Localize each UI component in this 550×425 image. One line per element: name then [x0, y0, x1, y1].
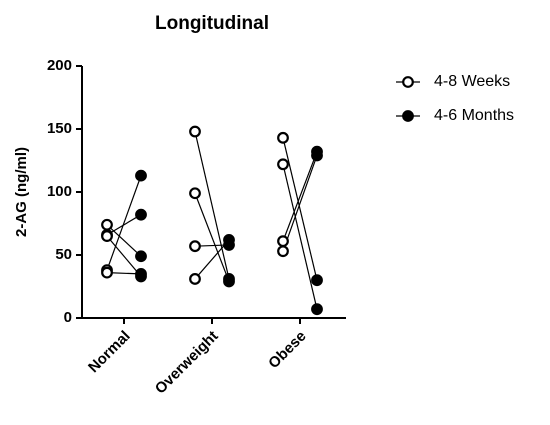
point	[277, 235, 289, 248]
pair-line	[282, 151, 318, 242]
point	[311, 274, 323, 287]
x-tick-label: Overweight	[152, 328, 222, 398]
point	[277, 158, 289, 171]
pair-line	[282, 155, 318, 252]
point	[101, 266, 113, 279]
pair-line	[194, 131, 230, 280]
pair-line	[106, 214, 142, 236]
point	[311, 303, 323, 316]
point	[223, 275, 235, 288]
y-tick-label: 150	[47, 120, 72, 137]
pair-line	[106, 224, 142, 257]
point	[101, 218, 113, 231]
point	[101, 230, 113, 243]
pair-line	[282, 164, 318, 310]
point	[135, 250, 147, 263]
pair-line	[194, 193, 230, 282]
point	[189, 187, 201, 200]
pair-line	[282, 137, 318, 281]
legend-marker	[402, 110, 414, 122]
legend-label: 4-8 Weeks	[434, 73, 510, 90]
pair-line	[106, 175, 142, 271]
legend-label: 4-6 Months	[434, 107, 514, 124]
point	[135, 169, 147, 182]
point	[189, 273, 201, 285]
pair-line	[106, 235, 142, 277]
y-tick-label: 100	[47, 183, 72, 200]
chart-title: Longitudinal	[155, 13, 269, 34]
y-tick-label: 50	[55, 246, 72, 263]
point	[277, 131, 289, 144]
y-axis-label: 2-AG (ng/ml)	[13, 147, 30, 237]
point	[311, 149, 323, 162]
point	[277, 245, 289, 258]
point	[223, 233, 235, 246]
point	[135, 268, 147, 280]
point	[189, 240, 201, 253]
x-tick-label: Obese	[265, 328, 309, 372]
point	[189, 125, 201, 138]
legend-marker	[402, 76, 414, 88]
x-tick-label: Normal	[85, 328, 134, 377]
y-tick-label: 0	[64, 309, 72, 326]
point	[135, 208, 147, 221]
y-tick-label: 200	[47, 57, 72, 74]
